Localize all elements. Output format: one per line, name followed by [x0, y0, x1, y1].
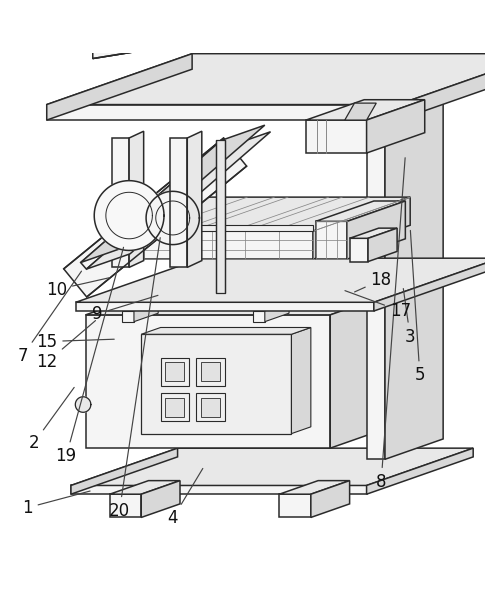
Polygon shape: [366, 111, 385, 459]
Text: 20: 20: [109, 238, 160, 520]
Text: 8: 8: [376, 158, 405, 491]
Polygon shape: [110, 231, 313, 259]
Polygon shape: [253, 311, 265, 322]
Polygon shape: [110, 225, 313, 231]
Polygon shape: [316, 201, 405, 222]
Polygon shape: [87, 132, 271, 269]
Text: 10: 10: [46, 278, 109, 298]
Polygon shape: [366, 448, 473, 494]
Polygon shape: [170, 138, 187, 267]
Polygon shape: [75, 397, 91, 413]
Polygon shape: [201, 398, 220, 417]
Polygon shape: [71, 448, 177, 494]
Polygon shape: [398, 54, 486, 120]
Text: 7: 7: [17, 271, 82, 365]
Polygon shape: [94, 181, 164, 251]
Text: 17: 17: [345, 291, 411, 320]
Polygon shape: [71, 448, 473, 485]
Polygon shape: [64, 138, 246, 297]
Polygon shape: [112, 138, 129, 267]
Polygon shape: [311, 480, 349, 518]
Text: 1: 1: [22, 491, 90, 517]
Text: 2: 2: [28, 388, 74, 452]
Polygon shape: [86, 278, 437, 315]
Polygon shape: [141, 327, 311, 335]
Polygon shape: [165, 398, 184, 417]
Polygon shape: [292, 327, 311, 434]
Polygon shape: [141, 480, 180, 518]
Polygon shape: [110, 197, 410, 231]
Polygon shape: [201, 362, 220, 381]
Polygon shape: [110, 494, 141, 518]
Polygon shape: [165, 362, 184, 381]
Text: 4: 4: [168, 469, 203, 527]
Polygon shape: [71, 485, 366, 494]
Polygon shape: [196, 358, 225, 386]
Polygon shape: [76, 302, 374, 311]
Polygon shape: [196, 394, 225, 421]
Polygon shape: [81, 141, 227, 269]
Polygon shape: [141, 335, 292, 434]
Text: 18: 18: [355, 271, 392, 292]
Polygon shape: [47, 54, 486, 105]
Polygon shape: [279, 494, 311, 518]
Polygon shape: [122, 311, 134, 322]
Polygon shape: [93, 27, 228, 59]
Text: 19: 19: [55, 247, 123, 465]
Polygon shape: [313, 197, 410, 259]
Polygon shape: [160, 358, 189, 386]
Text: 3: 3: [403, 288, 416, 346]
Polygon shape: [93, 0, 349, 59]
Polygon shape: [385, 91, 443, 459]
Polygon shape: [76, 258, 486, 302]
Polygon shape: [216, 141, 225, 293]
Polygon shape: [146, 191, 199, 245]
Polygon shape: [160, 394, 189, 421]
Polygon shape: [330, 278, 437, 448]
Polygon shape: [306, 120, 366, 153]
Polygon shape: [47, 105, 398, 120]
Polygon shape: [134, 303, 158, 322]
Polygon shape: [347, 201, 405, 259]
Text: 5: 5: [410, 230, 425, 385]
Polygon shape: [187, 131, 202, 267]
Polygon shape: [316, 222, 347, 259]
Polygon shape: [81, 125, 265, 262]
Polygon shape: [368, 228, 397, 262]
Polygon shape: [265, 303, 289, 322]
Polygon shape: [110, 480, 180, 494]
Polygon shape: [279, 480, 349, 494]
Polygon shape: [86, 315, 330, 448]
Polygon shape: [374, 258, 486, 311]
Polygon shape: [306, 100, 425, 120]
Polygon shape: [366, 100, 425, 153]
Polygon shape: [129, 131, 144, 267]
Polygon shape: [349, 228, 397, 238]
Text: 12: 12: [36, 320, 96, 371]
Text: 9: 9: [92, 296, 158, 323]
Polygon shape: [349, 238, 368, 262]
Polygon shape: [345, 103, 376, 120]
Polygon shape: [47, 54, 192, 120]
Text: 15: 15: [36, 333, 114, 350]
